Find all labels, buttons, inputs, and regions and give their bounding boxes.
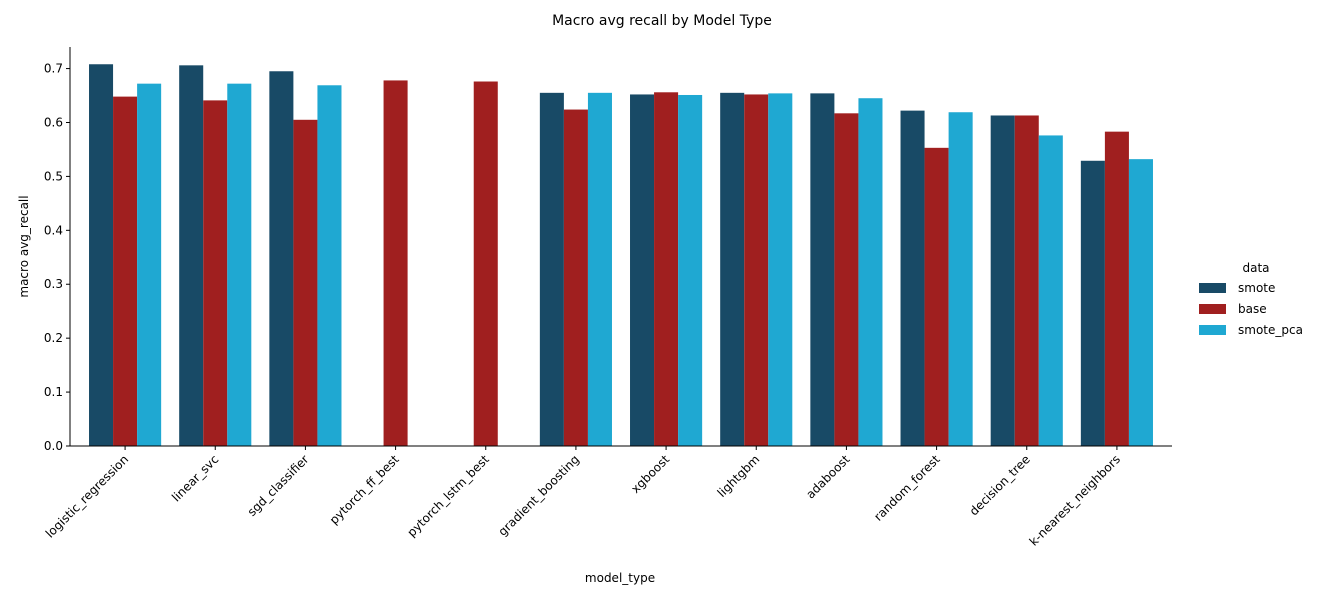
bar-smote-lightgbm	[720, 92, 745, 446]
bar-base-sgd_classifier	[293, 119, 318, 446]
y-tick-label: 0.3	[44, 277, 63, 291]
x-tick-label: decision_tree	[967, 452, 1033, 518]
x-tick-label: random_forest	[871, 452, 943, 524]
bar-base-linear_svc	[203, 100, 228, 446]
x-tick-label: adaboost	[803, 452, 852, 501]
bar-smote-logistic_regression	[89, 64, 114, 446]
bar-base-pytorch_ff_best	[383, 80, 408, 447]
bar-smote_pca-adaboost	[858, 98, 883, 446]
bar-smote-random_forest	[900, 110, 925, 447]
x-tick-label: pytorch_lstm_best	[404, 452, 492, 540]
bar-base-k-nearest_neighbors	[1104, 131, 1129, 446]
bar-smote-gradient_boosting	[539, 92, 564, 446]
x-tick-label: pytorch_ff_best	[327, 452, 402, 527]
bar-base-pytorch_lstm_best	[473, 81, 498, 446]
bar-smote_pca-sgd_classifier	[317, 85, 342, 446]
legend-swatch-smote_pca	[1199, 325, 1226, 335]
legend-label-smote_pca: smote_pca	[1238, 323, 1303, 337]
bar-base-random_forest	[924, 147, 949, 446]
bar-base-gradient_boosting	[563, 109, 588, 447]
bar-smote-xgboost	[630, 94, 655, 446]
bar-base-decision_tree	[1014, 115, 1039, 446]
bar-smote_pca-lightgbm	[768, 93, 793, 447]
legend-label-smote: smote	[1238, 281, 1275, 295]
x-tick-label: logistic_regression	[43, 452, 131, 540]
legend-swatch-base	[1199, 304, 1226, 314]
y-tick-label: 0.7	[44, 62, 63, 76]
bar-smote-adaboost	[810, 93, 835, 447]
legend-swatch-smote	[1199, 283, 1226, 293]
bar-smote-decision_tree	[990, 115, 1015, 446]
x-tick-label: linear_svc	[169, 452, 221, 504]
x-tick-label: xgboost	[628, 452, 672, 496]
y-axis-label: macro avg_recall	[17, 195, 31, 297]
bar-base-adaboost	[834, 113, 859, 446]
bar-smote-k-nearest_neighbors	[1080, 160, 1105, 446]
chart-title: Macro avg recall by Model Type	[552, 13, 772, 29]
bar-base-xgboost	[654, 92, 679, 446]
x-tick-label: sgd_classifier	[245, 452, 312, 519]
bar-smote_pca-decision_tree	[1038, 135, 1063, 446]
y-tick-label: 0.0	[44, 439, 63, 453]
bar-smote_pca-linear_svc	[227, 83, 252, 446]
bar-smote_pca-gradient_boosting	[587, 92, 612, 446]
legend-title: data	[1242, 261, 1269, 275]
bar-base-logistic_regression	[113, 96, 138, 447]
x-axis-label: model_type	[585, 571, 655, 585]
y-tick-label: 0.5	[44, 169, 63, 183]
x-tick-label: lightgbm	[715, 452, 763, 500]
bar-base-lightgbm	[744, 94, 769, 446]
y-tick-label: 0.4	[44, 223, 63, 237]
x-tick-label: gradient_boosting	[496, 452, 583, 539]
y-tick-label: 0.2	[44, 331, 63, 345]
bar-smote-sgd_classifier	[269, 71, 294, 446]
bar-smote-linear_svc	[179, 65, 204, 446]
plot-area: 0.0 0.1 0.2 0.3 0.4 0.5 0.6 0.7 logistic_regress…	[43, 47, 1172, 549]
bar-smote_pca-random_forest	[948, 112, 973, 447]
bar-smote_pca-k-nearest_neighbors	[1128, 159, 1153, 446]
y-tick-label: 0.6	[44, 115, 63, 129]
legend: data smote base smote_pca	[1199, 261, 1303, 337]
bar-smote_pca-xgboost	[678, 94, 703, 447]
x-tick-label: k-nearest_neighbors	[1027, 452, 1123, 548]
legend-label-base: base	[1238, 302, 1267, 316]
y-tick-label: 0.1	[44, 385, 63, 399]
bar-smote_pca-logistic_regression	[137, 83, 162, 446]
